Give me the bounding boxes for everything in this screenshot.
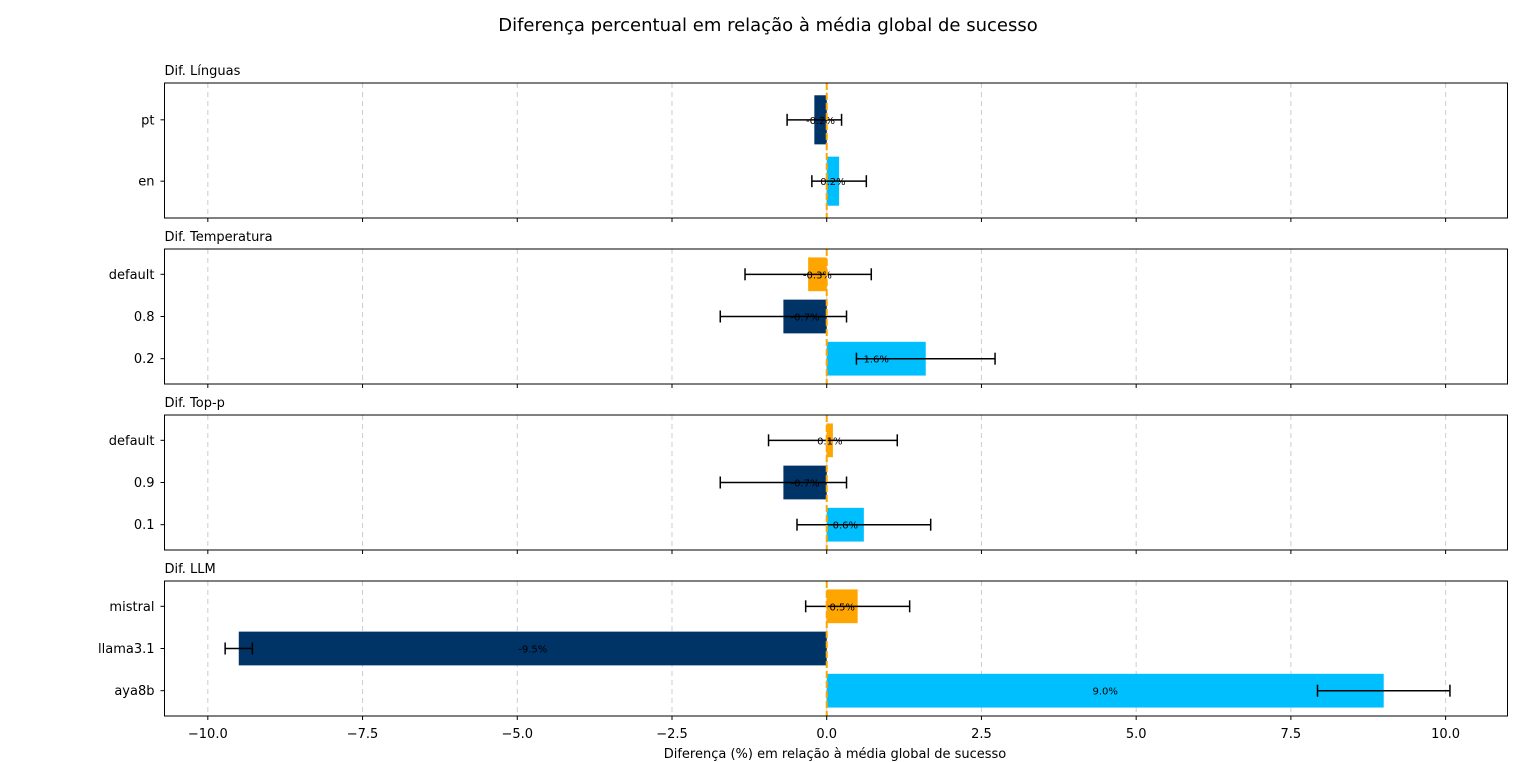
panel-title: Dif. Temperatura [165,230,273,245]
chart-panels: Dif. Línguas 0.2% en -0.2% pt Dif. Temperatur… [98,64,1508,720]
panel-0: Dif. Línguas 0.2% en -0.2% pt [138,64,1508,222]
panel-frame [164,248,1508,385]
x-tick-label: 5.0 [1126,727,1147,742]
y-tick-label: pt [141,113,154,128]
data-label: 1.6% [864,355,889,366]
figure-title: Diferença percentual em relação à média … [498,15,1038,36]
panel-2: Dif. Top-p 0.6% 0.1 -0.7% 0.9 0.1% default [109,396,1508,554]
panel-1: Dif. Temperatura 1.6% 0.2 -0.7% 0.8 -0.3% defa… [109,230,1508,388]
x-tick-label: 10.0 [1431,727,1460,742]
x-tick-label: 2.5 [971,727,992,742]
data-label: -0.2% [806,116,835,127]
data-label: -9.5% [518,645,547,656]
x-tick-label: −10.0 [188,727,228,742]
x-tick-label: −2.5 [656,727,688,742]
panel-title: Dif. Top-p [165,396,225,411]
y-tick-label: default [109,268,155,283]
y-tick-label: 0.2 [134,352,155,367]
data-label: 0.2% [820,177,845,188]
data-label: -0.3% [803,270,832,281]
x-axis: −10.0 −7.5 −5.0 −2.5 0.0 2.5 5.0 7.5 10.0 [188,727,1460,742]
y-tick-label: mistral [109,600,154,615]
data-label: 0.6% [833,521,858,532]
panel-frame [164,414,1508,551]
data-label: 0.1% [817,436,842,447]
x-tick-label: −7.5 [347,727,379,742]
x-tick-label: 7.5 [1281,727,1302,742]
data-label: -0.7% [791,313,820,324]
y-tick-label: llama3.1 [98,642,155,657]
x-tick-label: 0.0 [816,727,837,742]
y-tick-label: 0.8 [134,310,155,325]
data-label: 9.0% [1093,687,1118,698]
y-tick-label: en [138,175,154,190]
data-label: -0.7% [791,479,820,490]
y-tick-label: aya8b [114,684,154,699]
y-tick-label: 0.9 [134,476,155,491]
y-tick-label: 0.1 [134,518,155,533]
panel-frame [164,580,1508,717]
panel-title: Dif. Línguas [165,64,241,79]
data-label: 0.5% [829,602,854,613]
panel-3: Dif. LLM 9.0% aya8b -9.5% llama3.1 0.5% mistra… [98,562,1508,720]
x-axis-label: Diferença (%) em relação à média global … [664,747,1007,762]
panel-frame [164,82,1508,219]
y-tick-label: default [109,434,155,449]
bar-aya8b [826,673,1384,708]
panel-title: Dif. LLM [165,562,216,577]
x-tick-label: −5.0 [501,727,533,742]
bar-llama3.1 [238,631,827,666]
